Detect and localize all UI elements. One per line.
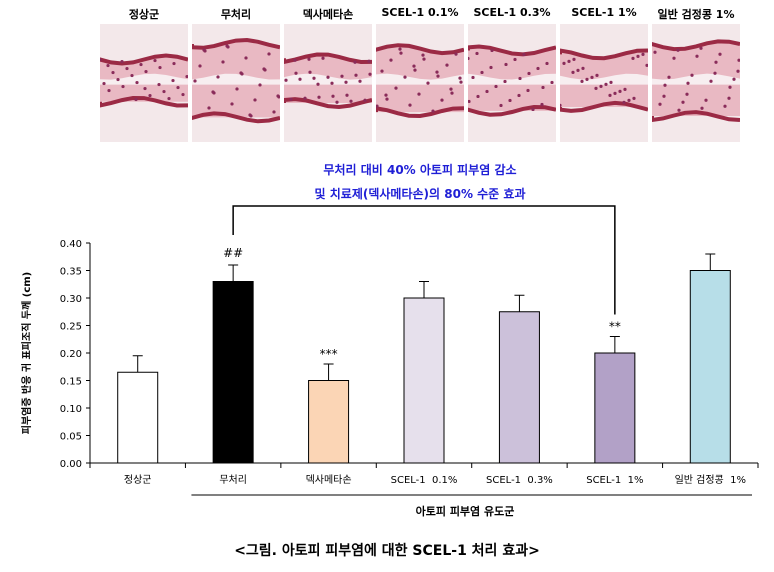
histology-image-normal — [100, 24, 188, 142]
panel-label-scel-01: SCEL-1 0.1% — [381, 6, 459, 19]
y-tick-label: 0.15 — [60, 377, 82, 388]
panel-label-scel-03: SCEL-1 0.3% — [473, 6, 551, 19]
panel-label-untreated: 무처리 — [220, 8, 252, 21]
y-tick-label: 0.00 — [60, 459, 82, 470]
panel-label-scel-1: SCEL-1 1% — [571, 6, 637, 19]
bar — [117, 371, 159, 464]
y-tick-label: 0.20 — [60, 349, 82, 360]
bar — [403, 297, 445, 464]
figure-caption: <그림. 아토피 피부염에 대한 SCEL-1 처리 효과> — [234, 543, 540, 559]
y-tick-label: 0.10 — [60, 404, 82, 415]
panel-label-black-soybean: 일반 검정콩 1% — [657, 8, 735, 21]
x-group-label: 아토피 피부염 유도군 — [416, 504, 515, 518]
x-tick-label: 일반 검정콩 1% — [675, 474, 746, 486]
panel-label-dexamethasone: 덱사메타손 — [302, 8, 354, 21]
y-tick-label: 0.35 — [60, 267, 82, 278]
histology-image-dexamethasone — [284, 24, 372, 142]
histology-image-scel-1 — [560, 24, 648, 142]
bar — [498, 311, 540, 464]
annotation-line-1: 무처리 대비 40% 아토피 피부염 감소 — [323, 162, 516, 177]
histology-image-black-soybean — [652, 24, 740, 142]
bar — [212, 281, 254, 464]
y-tick-label: 0.40 — [60, 239, 82, 250]
x-tick-label: SCEL-1 1% — [586, 475, 643, 486]
panel-label-normal: 정상군 — [128, 8, 160, 21]
bar — [308, 380, 350, 464]
histology-image-scel-03 — [468, 24, 556, 142]
x-tick-label: SCEL-1 0.3% — [486, 475, 553, 486]
comparison-bracket — [232, 205, 616, 315]
histology-image-scel-01 — [376, 24, 464, 142]
y-tick-label: 0.30 — [60, 294, 82, 305]
x-tick-label: 정상군 — [124, 474, 152, 486]
x-tick-label: 덱사메타손 — [306, 474, 352, 486]
x-tick-label: SCEL-1 0.1% — [391, 475, 458, 486]
bar — [689, 270, 731, 464]
bar — [594, 352, 636, 464]
y-axis-label: 피부염증 반응 귀 표피조직 두께 (cm) — [20, 272, 33, 435]
y-tick-label: 0.25 — [60, 322, 82, 333]
significance-label: ** — [609, 320, 621, 334]
bar-chart: 무처리 대비 40% 아토피 피부염 감소 및 치료제(덱사메타손)의 80% … — [20, 162, 759, 518]
y-tick-label: 0.05 — [60, 432, 82, 443]
annotation-line-2: 및 치료제(덱사메타손)의 80% 수준 효과 — [315, 186, 526, 201]
histology-image-untreated — [192, 24, 280, 142]
significance-label: *** — [320, 347, 338, 361]
significance-label: ## — [223, 246, 243, 260]
x-tick-label: 무처리 — [219, 474, 247, 486]
